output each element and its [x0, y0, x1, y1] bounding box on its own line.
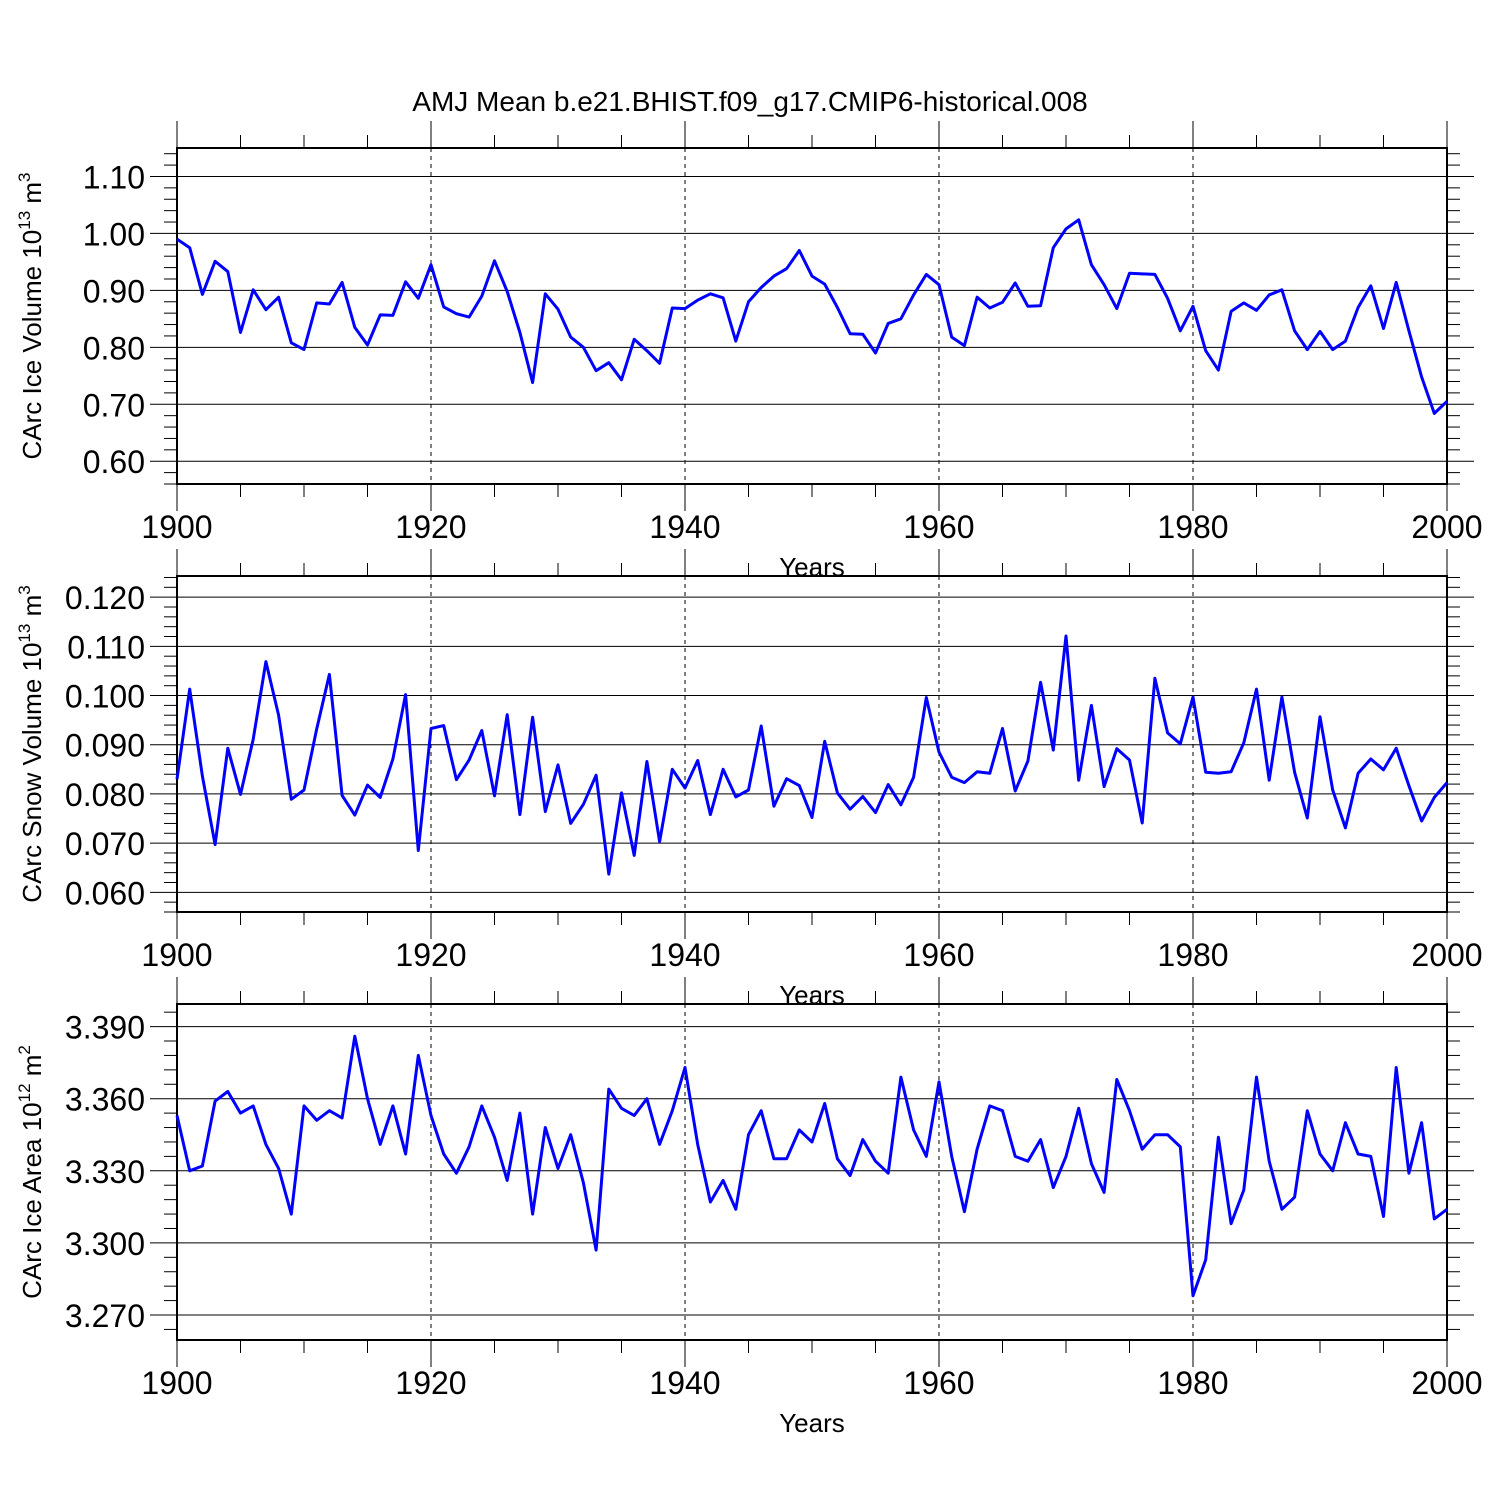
- y-tick-label: 3.360: [65, 1082, 145, 1118]
- x-tick-label: 1940: [649, 937, 720, 973]
- y-tick-label: 0.60: [83, 444, 145, 480]
- x-tick-label: 2000: [1411, 1365, 1482, 1401]
- x-tick-label: 2000: [1411, 937, 1482, 973]
- plot-frame: [176, 575, 1448, 913]
- y-tick-label: 0.070: [65, 826, 145, 862]
- x-tick-label: 1960: [903, 1365, 974, 1401]
- x-tick-label: 1920: [395, 937, 466, 973]
- y-tick-label: 0.90: [83, 273, 145, 309]
- y-tick-label: 0.090: [65, 728, 145, 764]
- data-series-line: [176, 218, 1449, 415]
- y-tick-label: 1.00: [83, 216, 145, 252]
- y-tick-label: 3.300: [65, 1226, 145, 1262]
- x-axis-label: Years: [779, 1408, 845, 1438]
- x-tick-label: 2000: [1411, 509, 1482, 545]
- plot-frame: [176, 147, 1448, 485]
- y-tick-label: 0.100: [65, 679, 145, 715]
- x-tick-label: 1980: [1157, 1365, 1228, 1401]
- x-tick-label: 1900: [141, 509, 212, 545]
- x-tick-label: 1960: [903, 937, 974, 973]
- x-tick-label: 1940: [649, 509, 720, 545]
- x-tick-label: 1920: [395, 509, 466, 545]
- y-tick-label: 0.70: [83, 387, 145, 423]
- chart-panel-1: 0.60 0.70 0.80 0.90 1.00 1.10 1900 1920 1940 1960…: [15, 121, 1483, 582]
- chart-title: AMJ Mean b.e21.BHIST.f09_g17.CMIP6-histo…: [412, 86, 1087, 117]
- data-series-line: [175, 1034, 1448, 1298]
- y-tick-label: 0.120: [65, 580, 145, 616]
- y-axis-label: CArc Snow Volume 1013 m3: [15, 585, 47, 902]
- x-tick-label: 1980: [1157, 509, 1228, 545]
- chart-panel-3: 3.270 3.300 3.330 3.360 3.390 1900 1920 1940 196…: [15, 977, 1483, 1438]
- y-tick-label: 3.270: [65, 1298, 145, 1334]
- x-tick-label: 1980: [1157, 937, 1228, 973]
- y-tick-label: 0.060: [65, 875, 145, 911]
- x-tick-label: 1940: [649, 1365, 720, 1401]
- y-tick-label: 3.390: [65, 1010, 145, 1046]
- y-tick-label: 0.110: [67, 629, 145, 665]
- plot-frame: [176, 1003, 1448, 1341]
- x-tick-label: 1900: [141, 937, 212, 973]
- data-series-line: [175, 634, 1449, 876]
- y-axis-label: CArc Ice Area 1012 m2: [15, 1045, 47, 1299]
- y-tick-label: 3.330: [65, 1154, 145, 1190]
- x-tick-label: 1900: [141, 1365, 212, 1401]
- y-tick-label: 1.10: [83, 159, 145, 195]
- y-axis-label: CArc Ice Volume 1013 m3: [15, 172, 47, 459]
- x-tick-label: 1920: [395, 1365, 466, 1401]
- y-tick-label: 0.080: [65, 777, 145, 813]
- x-tick-label: 1960: [903, 509, 974, 545]
- y-tick-label: 0.80: [83, 330, 145, 366]
- chart-panel-2: 0.060 0.070 0.080 0.090 0.100 0.110 0.120 1900 1…: [15, 549, 1483, 1010]
